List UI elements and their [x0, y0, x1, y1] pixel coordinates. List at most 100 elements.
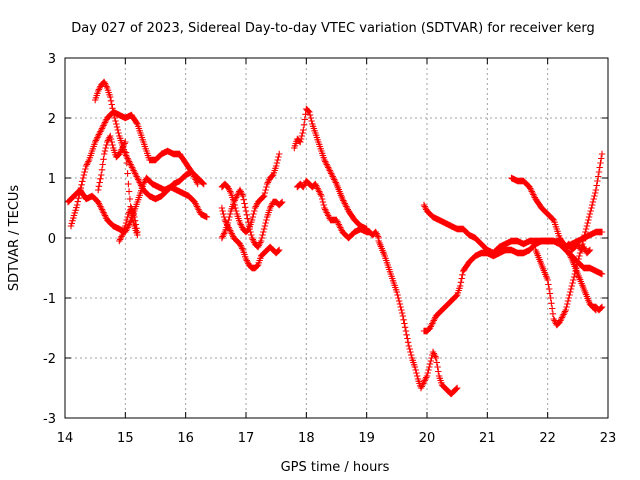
data-point: [308, 117, 315, 125]
y-tick-label: 1: [48, 172, 56, 187]
data-point: [242, 204, 249, 211]
x-tick-label: 20: [419, 431, 436, 446]
data-point: [459, 271, 466, 278]
data-point: [582, 228, 589, 236]
data-point: [564, 248, 572, 255]
data-point: [76, 191, 83, 199]
data-point: [119, 144, 126, 152]
data-point: [227, 188, 234, 195]
data-point: [340, 198, 348, 206]
data-point: [274, 248, 281, 255]
data-point: [230, 198, 238, 206]
data-point: [275, 247, 282, 254]
data-point: [255, 242, 262, 249]
data-point: [111, 114, 118, 122]
data-point: [397, 303, 404, 311]
data-point: [300, 182, 308, 189]
data-point: [565, 240, 572, 248]
data-point: [98, 204, 105, 212]
data-point: [567, 285, 575, 293]
data-point: [108, 138, 115, 146]
data-point: [107, 93, 114, 101]
data-point: [200, 180, 207, 188]
data-point: [327, 168, 334, 176]
data-point: [598, 304, 605, 311]
data-point: [224, 183, 232, 191]
data-point: [107, 97, 115, 104]
data-point: [112, 117, 119, 125]
data-point: [218, 234, 226, 242]
data-point: [268, 173, 275, 180]
data-point: [323, 209, 330, 216]
data-point: [109, 105, 116, 112]
data-point: [73, 201, 81, 209]
data-point: [95, 186, 102, 194]
data-point: [262, 186, 269, 194]
data-point: [251, 207, 258, 215]
data-point: [279, 198, 286, 206]
data-point: [581, 231, 588, 239]
data-point: [135, 177, 143, 185]
data-point: [100, 122, 107, 129]
data-point: [527, 186, 535, 194]
data-point: [341, 200, 348, 207]
data-point: [116, 149, 124, 156]
data-point: [412, 366, 419, 374]
data-point: [101, 212, 109, 219]
y-tick-label: -2: [43, 352, 56, 367]
data-point: [137, 180, 144, 188]
data-point: [98, 206, 106, 213]
data-point: [331, 176, 338, 183]
data-point: [395, 294, 402, 302]
data-point: [588, 204, 595, 212]
data-point: [191, 198, 198, 206]
data-point: [546, 290, 554, 297]
data-point: [414, 372, 421, 380]
data-point: [432, 354, 440, 362]
data-point: [134, 228, 141, 236]
data-point: [399, 312, 407, 320]
data-point: [406, 345, 413, 353]
x-tick-label: 23: [600, 431, 617, 446]
data-point: [226, 213, 233, 221]
data-point: [96, 201, 103, 209]
data-point: [81, 168, 88, 176]
data-point: [203, 213, 210, 221]
data-point: [328, 170, 335, 177]
data-point: [570, 276, 577, 284]
data-point: [116, 237, 123, 245]
data-point: [239, 191, 246, 198]
data-point: [256, 240, 263, 248]
data-point: [590, 195, 597, 203]
data-point: [79, 174, 87, 182]
data-point: [598, 303, 606, 311]
data-point: [263, 216, 270, 224]
data-point: [339, 195, 346, 203]
data-point: [245, 219, 252, 226]
data-point: [567, 288, 574, 296]
data-point: [101, 147, 109, 155]
x-tick-label: 16: [177, 431, 194, 446]
data-point: [598, 228, 606, 236]
data-point: [582, 225, 590, 233]
data-point: [429, 318, 437, 326]
data-point: [325, 165, 333, 173]
data-point: [335, 221, 342, 228]
data-point: [585, 247, 593, 254]
data-point: [102, 117, 109, 125]
data-point: [576, 252, 583, 260]
y-tick-label: -3: [43, 412, 56, 427]
data-point: [237, 188, 244, 195]
y-tick-label: 3: [48, 52, 56, 67]
data-point: [307, 114, 315, 122]
data-point: [426, 324, 434, 332]
x-axis-label: GPS time / hours: [281, 460, 390, 475]
data-point: [123, 216, 130, 224]
data-point: [452, 293, 459, 300]
data-point: [546, 285, 553, 293]
data-point: [430, 350, 437, 357]
data-point: [593, 182, 600, 189]
series-arc-o: [532, 150, 606, 329]
data-point: [113, 123, 121, 131]
data-point: [132, 221, 140, 228]
